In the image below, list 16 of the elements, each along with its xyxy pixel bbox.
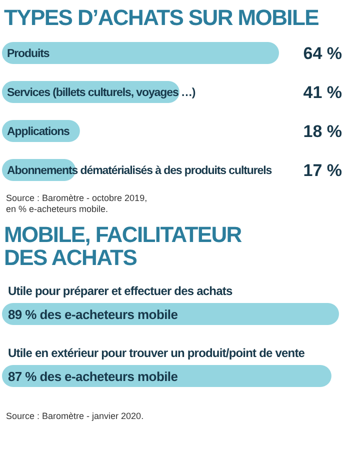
data-label: 18 % bbox=[303, 122, 342, 141]
bar bbox=[2, 42, 279, 64]
y-tick-label: Utile en extérieur pour trouver un produit/point de vente bbox=[8, 346, 306, 360]
chart-title: TYPES D’ACHATS SUR MOBILE bbox=[4, 5, 320, 30]
y-tick-label: Services (billets culturels, voyages …) bbox=[7, 87, 196, 99]
data-label: 41 % bbox=[303, 83, 342, 102]
source-note: Source : Baromètre - janvier 2020. bbox=[6, 411, 145, 422]
y-tick-label: Produits bbox=[7, 48, 50, 60]
source-note: Source : Baromètre - octobre 2019, en % e-acheteurs mobile. bbox=[6, 193, 148, 215]
chart-title: MOBILE, FACILITATEUR DES ACHATS bbox=[4, 222, 242, 270]
data-label: 89 % des e-acheteurs mobile bbox=[8, 307, 178, 322]
data-label: 17 % bbox=[303, 161, 342, 180]
data-label: 87 % des e-acheteurs mobile bbox=[8, 369, 178, 384]
y-tick-label: Utile pour préparer et effectuer des achats bbox=[8, 284, 233, 298]
data-label: 64 % bbox=[303, 44, 342, 63]
y-tick-label: Applications bbox=[7, 126, 70, 138]
